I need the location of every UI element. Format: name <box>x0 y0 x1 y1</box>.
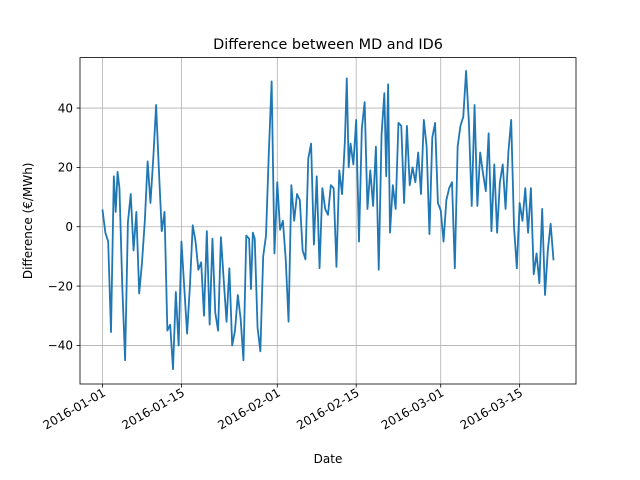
y-tick-label: 0 <box>65 220 73 234</box>
y-tick-label: −40 <box>48 339 73 353</box>
x-tick-label: 2016-03-01 <box>379 385 446 432</box>
y-tick-label: 40 <box>58 101 73 115</box>
y-axis-label: Difference (€/MWh) <box>21 163 35 280</box>
x-axis-label: Date <box>314 452 343 466</box>
ticks: 2016-01-01 2016-01-15 2016-02-01 2016-02-15… <box>41 101 525 432</box>
x-tick-label: 2016-01-01 <box>41 385 108 432</box>
series-line <box>101 70 555 371</box>
grid <box>80 57 576 384</box>
x-tick-label: 2016-01-15 <box>120 385 187 432</box>
x-tick-label: 2016-02-01 <box>215 385 282 432</box>
x-tick-label: 2016-02-15 <box>294 385 361 432</box>
y-tick-label: −20 <box>48 279 73 293</box>
chart-title: Difference between MD and ID6 <box>213 37 443 53</box>
y-tick-label: 20 <box>58 161 73 175</box>
plot-frame <box>79 57 577 385</box>
x-tick-label: 2016-03-15 <box>458 385 525 432</box>
series-layer <box>101 70 555 371</box>
